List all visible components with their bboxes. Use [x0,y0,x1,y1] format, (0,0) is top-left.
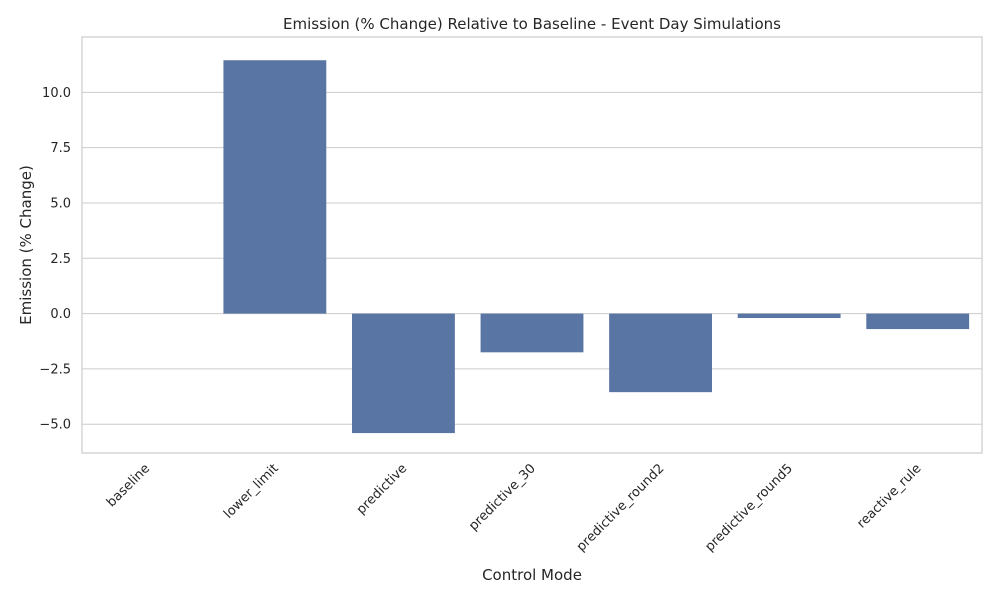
y-axis-label: Emission (% Change) [17,165,35,325]
bar-predictive-round5 [737,313,841,319]
x-tick-labels: baseline lower_limit predictive predictive_… [104,461,925,555]
y-tick-label: −2.5 [39,362,71,377]
y-tick-label: −5.0 [39,418,71,433]
bar-reactive-rule [866,313,970,330]
y-tick-labels: −5.0 −2.5 0.0 2.5 5.0 7.5 10.0 [39,86,71,433]
x-tick-label: predictive_round2 [574,461,668,555]
bar-predictive-round2 [609,313,712,393]
x-tick-label: predictive [354,461,410,517]
chart-title: Emission (% Change) Relative to Baseline… [283,15,781,33]
x-tick-label: reactive_rule [854,461,924,531]
x-tick-label: predictive_round5 [702,461,796,555]
bar-lower-limit [223,60,327,314]
y-tick-label: 10.0 [42,86,71,101]
y-tick-label: 0.0 [50,307,71,322]
bars [223,60,970,434]
y-tick-label: 2.5 [50,252,71,267]
bar-predictive-30 [480,313,584,353]
plot-frame [81,36,983,454]
y-tick-label: 5.0 [50,196,71,211]
gridlines [82,91,982,425]
y-tick-label: 7.5 [50,141,71,156]
x-axis-label: Control Mode [482,566,582,584]
bar-predictive [352,313,455,434]
x-tick-label: baseline [104,461,153,510]
x-tick-label: lower_limit [221,461,282,522]
x-tick-label: predictive_30 [466,461,539,534]
